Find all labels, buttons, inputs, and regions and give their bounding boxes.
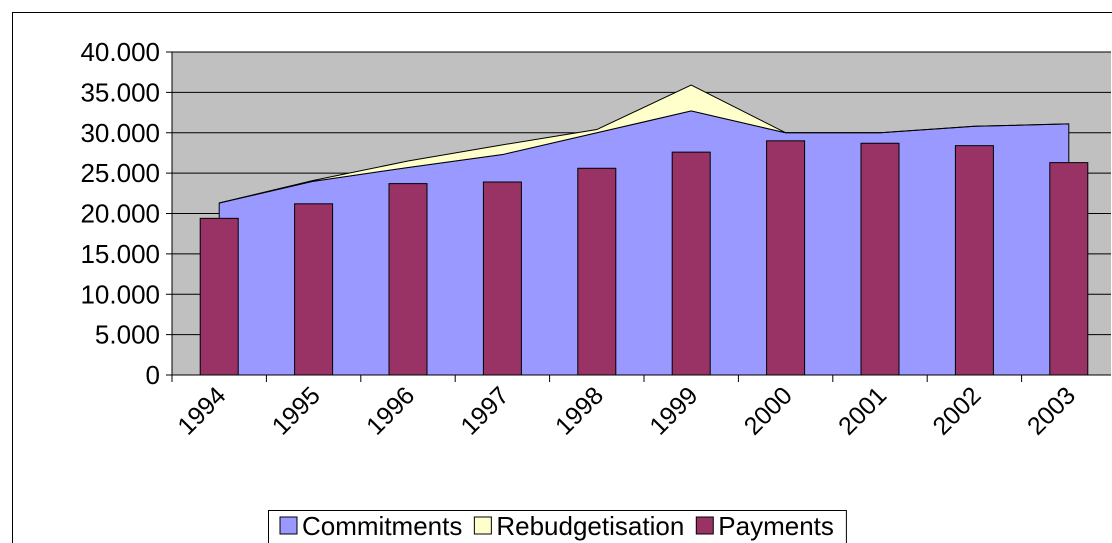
bar	[860, 142, 900, 376]
bar	[199, 217, 239, 376]
y-tick-label: 15.000	[80, 239, 160, 269]
legend-label: Payments	[718, 511, 834, 541]
y-tick-label: 40.000	[80, 37, 160, 67]
legend-box	[268, 510, 847, 543]
y-tick-label: 10.000	[80, 279, 160, 309]
legend-label: Rebudgetisation	[496, 511, 684, 541]
bar	[671, 151, 711, 376]
bar	[766, 140, 806, 376]
bar	[1049, 162, 1089, 376]
bar	[388, 183, 428, 376]
y-tick-label: 25.000	[80, 158, 160, 188]
bar	[482, 181, 522, 376]
y-tick-label: 35.000	[80, 77, 160, 107]
bar	[294, 203, 334, 376]
legend-label: Commitments	[302, 511, 462, 541]
legend-swatch	[695, 516, 714, 535]
y-tick-label: 5.000	[95, 320, 160, 350]
area	[219, 84, 1069, 204]
legend: Commitments Rebudgetisation Payments	[268, 510, 847, 543]
legend-swatch	[473, 516, 492, 535]
y-tick-label: 30.000	[80, 118, 160, 148]
y-tick-label: 20.000	[80, 199, 160, 229]
y-tick-label: 0	[146, 360, 160, 390]
legend-swatch	[279, 516, 298, 535]
bar	[577, 167, 617, 376]
bar	[954, 145, 994, 376]
